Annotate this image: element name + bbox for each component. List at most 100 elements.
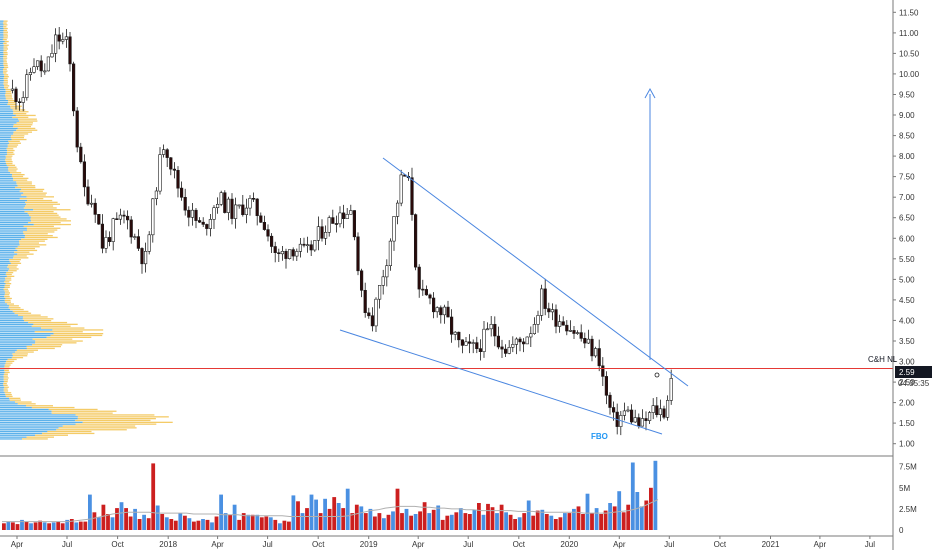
volume-profile-bar-up (0, 207, 24, 209)
volume-profile-bar-down (17, 403, 36, 405)
volume-profile-bar-down (4, 366, 10, 368)
volume-bar (472, 509, 477, 530)
candle-down (201, 221, 205, 225)
volume-profile-bar-down (8, 307, 21, 309)
candle-down (320, 226, 324, 239)
volume-profile-bar-up (0, 66, 4, 69)
volume-profile-bar-down (4, 85, 10, 87)
candle-up (626, 409, 630, 412)
volume-bar (314, 499, 318, 530)
volume-profile-bar-up (0, 292, 6, 294)
volume-profile-bar-up (0, 410, 52, 412)
candle-down (457, 331, 461, 341)
volume-profile-bar-up (0, 255, 14, 257)
volume-bar (173, 520, 178, 530)
volume-profile-bar-down (3, 382, 7, 385)
volume-profile-bar-up (0, 397, 10, 399)
volume-profile-bar-down (3, 52, 8, 54)
volume-bar (458, 508, 463, 530)
candle-up (511, 344, 515, 348)
candle-down (334, 223, 339, 225)
volume-profile-bar-down (3, 381, 8, 383)
volume-bar (621, 512, 626, 530)
volume-bar (626, 504, 631, 530)
volume-profile-bar-up (0, 168, 9, 170)
volume-bar (264, 516, 269, 530)
volume-bar (422, 502, 427, 530)
candle-down (565, 324, 569, 332)
time-axis-tick-label: Oct (111, 540, 124, 549)
volume-bar (115, 508, 119, 530)
volume-profile-bar-up (0, 286, 5, 288)
price-axis-tick-label: 11.00 (899, 29, 919, 38)
volume-bar (481, 514, 486, 530)
volume-profile-bar-up (0, 421, 83, 423)
volume-profile-bar-down (75, 414, 155, 416)
candle-up (237, 204, 241, 207)
candle-up (377, 285, 382, 300)
volume-profile-bar-down (5, 301, 11, 303)
candle-down (543, 288, 547, 309)
volume-bar (155, 505, 160, 530)
volume-bar (513, 519, 517, 530)
volume-bar (563, 513, 567, 530)
volume-profile-bar-down (4, 87, 9, 89)
candle-down (460, 339, 465, 346)
volume-profile-bar-down (3, 388, 8, 390)
volume-profile-bar-down (5, 98, 13, 100)
volume-profile-bar-up (0, 430, 48, 433)
volume-profile-bar-down (26, 405, 53, 407)
volume-profile-bar-up (0, 432, 42, 435)
volume-profile-bar-down (41, 327, 85, 329)
volume-profile-bar-down (28, 321, 68, 324)
volume-profile-bar-down (5, 394, 12, 396)
candle-down (547, 308, 551, 313)
volume-bar (463, 513, 468, 530)
volume-bar (6, 521, 11, 530)
volume-profile-bar-up (0, 251, 15, 253)
volume-axis-tick-label: 2.5M (899, 505, 917, 514)
candle-down (363, 289, 367, 313)
volume-bar (259, 517, 264, 530)
candle-down (608, 394, 612, 408)
volume-profile-bar-down (4, 66, 9, 69)
candle-up (10, 88, 15, 91)
volume-bar (278, 523, 282, 530)
volume-profile-bar-down (33, 223, 71, 226)
volume-bar (128, 516, 133, 530)
volume-profile-bar-down (3, 59, 7, 61)
volume-profile-bar-down (5, 362, 13, 364)
volume-profile-bar-down (8, 270, 17, 272)
volume-profile-bar-down (5, 155, 13, 157)
candle-down (367, 312, 371, 317)
candle-up (392, 216, 396, 242)
volume-profile-bar-down (25, 235, 53, 237)
volume-bar (20, 519, 24, 530)
volume-profile-bar-down (3, 77, 8, 80)
price-axis-tick-label: 9.00 (899, 111, 915, 120)
volume-bar (187, 518, 192, 530)
candle-up (395, 202, 400, 217)
volume-bar (237, 519, 242, 530)
volume-profile-bar-down (3, 63, 8, 65)
volume-profile-bar-up (0, 181, 17, 183)
price-axis-tick-label: 5.50 (899, 255, 915, 264)
volume-bar (169, 519, 174, 530)
volume-profile-bar-down (3, 35, 8, 37)
candle-down (417, 266, 421, 290)
time-axis-tick-label: Oct (714, 540, 727, 549)
volume-profile-bar-down (19, 120, 38, 122)
volume-bar (508, 514, 513, 530)
volume-profile-bar-down (51, 410, 117, 412)
volume-profile-bar-up (0, 20, 4, 22)
volume-profile-bar-down (4, 392, 12, 394)
volume-profile-bar-down (7, 149, 15, 152)
volume-profile-bar-down (16, 349, 38, 351)
volume-profile-bar-down (26, 227, 61, 229)
volume-profile-bar-up (0, 127, 18, 130)
volume-profile-bar-down (21, 238, 48, 240)
volume-profile-bar-down (19, 240, 45, 242)
volume-profile-bar-down (5, 92, 12, 94)
candle-up (345, 214, 349, 220)
countdown-label: 04:35:35 (898, 379, 930, 388)
